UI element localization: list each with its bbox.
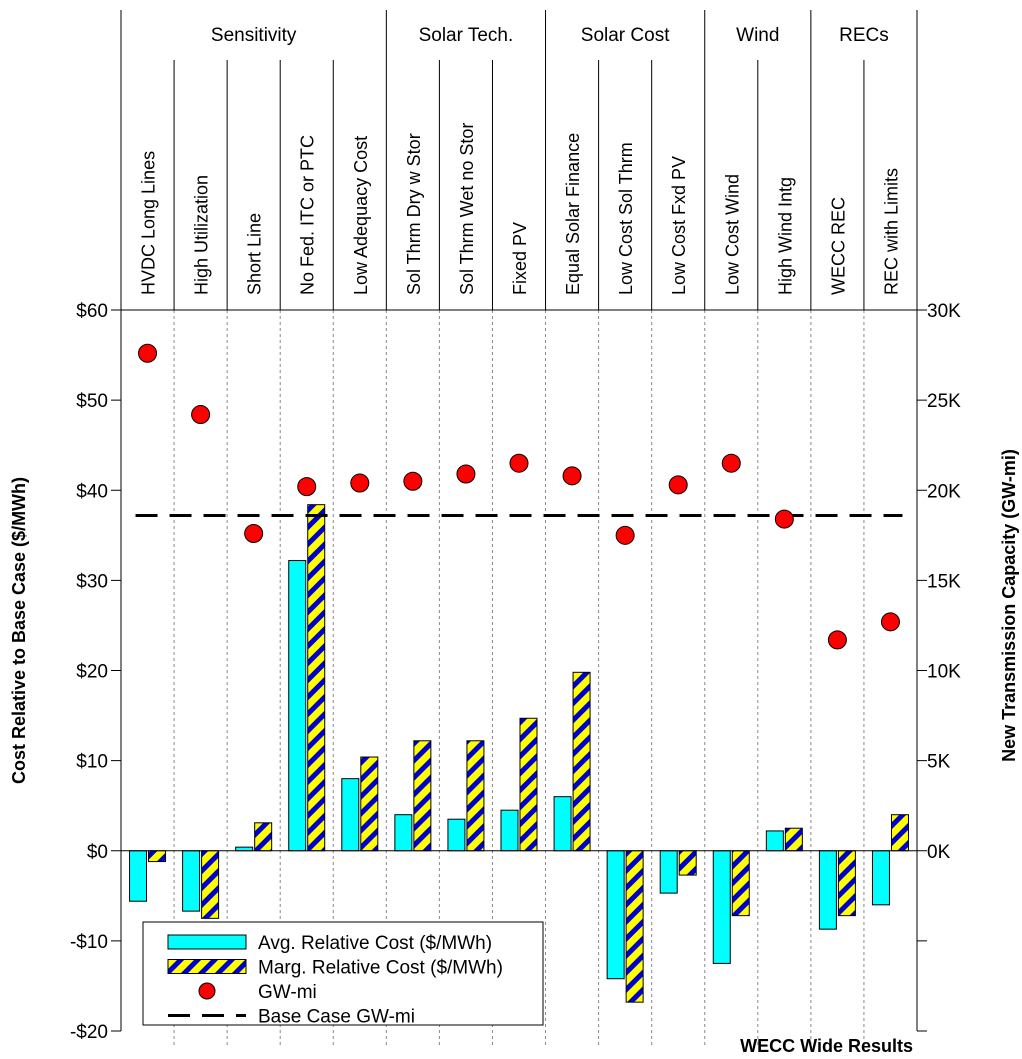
category-label: HVDC Long Lines [139,151,159,295]
bar-avg-relative-cost [235,846,254,852]
category-label: Low Cost Sol Thrm [616,142,636,295]
y-tick-label: $10 [76,752,108,773]
group-label: Solar Tech. [419,25,514,46]
category-label: WECC REC [828,197,848,295]
category-label: High Wind Intg [775,177,795,295]
bar-avg-relative-cost [447,818,466,852]
gw-mi-marker [191,405,211,425]
group-label: RECs [839,25,889,46]
bar-avg-relative-cost [606,850,625,980]
gw-mi-marker [615,525,635,545]
legend-label: GW-mi [258,982,317,1003]
legend-label: Avg. Relative Cost ($/MWh) [258,933,492,954]
y-tick-label: $50 [76,391,108,412]
bar-marg-relative-cost [413,740,432,852]
bar-marg-relative-cost [890,814,909,852]
y-axis-title: Cost Relative to Base Case ($/MWh) [9,477,29,784]
bar-avg-relative-cost [500,809,519,852]
category-label: Fixed PV [510,222,530,295]
gw-mi-marker [880,612,900,632]
bar-marg-relative-cost [625,850,644,1003]
bar-marg-relative-cost [148,850,167,863]
bar-marg-relative-cost [784,827,803,852]
category-label: Equal Solar Finance [563,133,583,295]
legend-label: Marg. Relative Cost ($/MWh) [258,958,503,979]
legend-swatch-marg [167,959,247,974]
y2-tick-label: 10K [927,662,961,683]
gw-mi-marker [350,473,370,493]
y-tick-label: $20 [76,662,108,683]
y2-tick-label: 25K [927,391,961,412]
y2-tick-label: 15K [927,571,961,592]
y-tick-label: -$10 [70,932,108,953]
legend-label: Base Case GW-mi [258,1007,415,1028]
bar-marg-relative-cost [201,850,220,919]
bar-marg-relative-cost [307,504,326,852]
gw-mi-marker [827,630,847,650]
gw-mi-marker [456,464,476,484]
group-label: Solar Cost [581,25,670,46]
bar-avg-relative-cost [182,850,201,912]
gw-mi-marker [138,343,158,363]
legend-swatch-gwmi [198,982,216,1000]
category-label: Low Adequacy Cost [351,136,371,295]
bar-avg-relative-cost [394,814,413,852]
bar-avg-relative-cost [129,850,148,902]
bar-marg-relative-cost [519,717,538,852]
bar-avg-relative-cost [712,850,731,964]
gw-mi-marker [774,509,794,529]
group-label: Wind [736,25,779,46]
category-label: No Fed. ITC or PTC [298,135,318,295]
bar-avg-relative-cost [818,850,837,930]
y-tick-label: $40 [76,481,108,502]
category-label: Short Line [245,213,265,295]
legend-swatch-avg [167,934,247,950]
category-label: Low Cost Fxd PV [669,156,689,295]
bar-avg-relative-cost [659,850,678,894]
y-tick-label: $0 [87,842,108,863]
bar-avg-relative-cost [871,850,890,906]
category-label: REC with Limits [881,168,901,295]
y2-axis-title: New Transmission Capacity (GW-mi) [999,449,1019,762]
y2-tick-label: 0K [927,842,951,863]
y-tick-label: $60 [76,301,108,322]
gw-mi-marker [403,471,423,491]
category-label: Low Cost Wind [722,174,742,295]
bar-marg-relative-cost [572,671,591,852]
y-tick-label: $30 [76,571,108,592]
gw-mi-marker [721,453,741,473]
bar-avg-relative-cost [553,796,572,852]
bar-marg-relative-cost [466,740,485,852]
bar-marg-relative-cost [678,850,697,876]
bar-avg-relative-cost [288,560,307,852]
bar-marg-relative-cost [254,822,273,852]
y2-tick-label: 5K [927,752,951,773]
bar-marg-relative-cost [837,850,856,917]
bar-marg-relative-cost [731,850,750,917]
gw-mi-marker [297,477,317,497]
gw-mi-marker [668,475,688,495]
y2-tick-label: 20K [927,481,961,502]
bar-marg-relative-cost [360,756,379,852]
bar-avg-relative-cost [765,830,784,852]
category-label: Sol Thrm Dry w Stor [404,133,424,295]
y2-tick-label: 30K [927,301,961,322]
gw-mi-marker [509,453,529,473]
category-label: Sol Thrm Wet no Stor [457,123,477,295]
chart-title: WECC Wide Results [740,1036,913,1056]
y-tick-label: -$20 [70,1022,108,1043]
category-label: High Utilization [192,175,212,295]
bar-avg-relative-cost [341,778,360,852]
group-label: Sensitivity [211,25,297,46]
gw-mi-marker [562,466,582,486]
gw-mi-marker [244,524,264,544]
